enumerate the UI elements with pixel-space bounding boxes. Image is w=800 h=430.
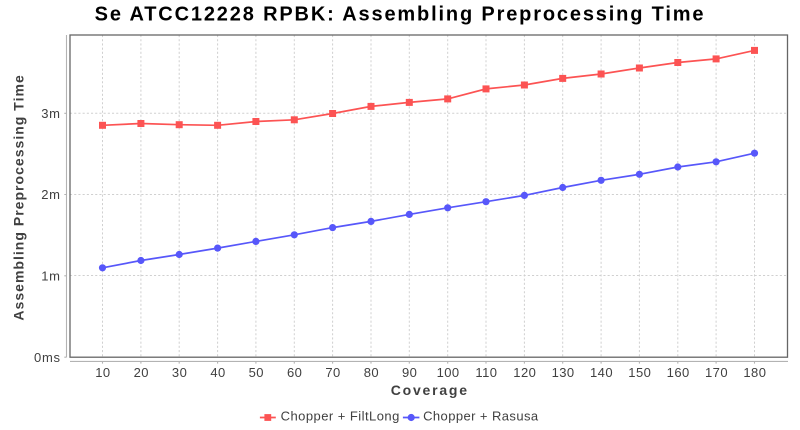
- svg-text:180: 180: [743, 365, 766, 380]
- svg-text:40: 40: [210, 365, 225, 380]
- svg-text:150: 150: [628, 365, 651, 380]
- svg-text:90: 90: [402, 365, 417, 380]
- svg-text:Coverage: Coverage: [391, 382, 469, 398]
- svg-text:20: 20: [134, 365, 149, 380]
- svg-text:170: 170: [705, 365, 728, 380]
- svg-text:50: 50: [249, 365, 264, 380]
- svg-text:80: 80: [364, 365, 379, 380]
- svg-text:10: 10: [95, 365, 110, 380]
- svg-text:Se ATCC12228 RPBK: Assembling: Se ATCC12228 RPBK: Assembling Preprocess…: [95, 4, 706, 26]
- svg-text:0ms: 0ms: [34, 350, 61, 365]
- svg-text:100: 100: [437, 365, 460, 380]
- svg-text:1m: 1m: [41, 268, 60, 283]
- svg-text:30: 30: [172, 365, 187, 380]
- svg-text:120: 120: [513, 365, 536, 380]
- svg-text:70: 70: [325, 365, 340, 380]
- svg-text:Assembling Preprocessing Time: Assembling Preprocessing Time: [11, 74, 27, 320]
- svg-text:130: 130: [552, 365, 575, 380]
- svg-text:Chopper + Rasusa: Chopper + Rasusa: [423, 408, 539, 423]
- svg-text:3m: 3m: [41, 106, 60, 121]
- svg-text:60: 60: [287, 365, 302, 380]
- svg-text:Chopper + FiltLong: Chopper + FiltLong: [281, 408, 400, 423]
- svg-text:2m: 2m: [41, 187, 60, 202]
- svg-text:110: 110: [475, 365, 497, 380]
- svg-text:160: 160: [667, 365, 690, 380]
- svg-text:140: 140: [590, 365, 613, 380]
